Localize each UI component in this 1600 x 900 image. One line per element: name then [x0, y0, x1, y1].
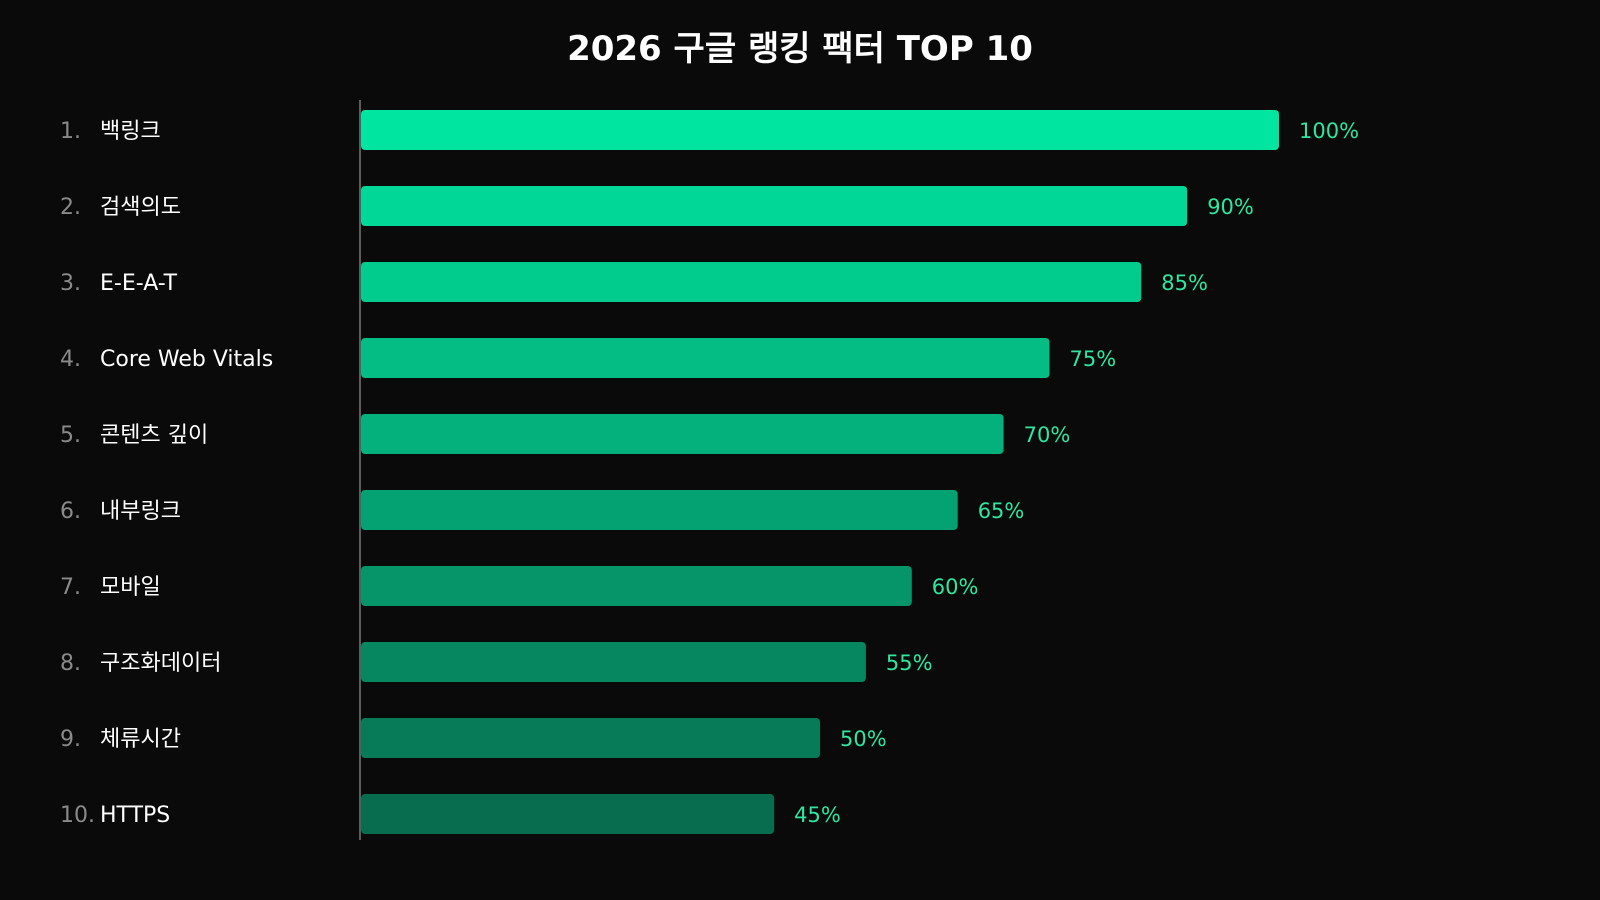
category-label: 내부링크 [100, 499, 181, 524]
rank-number: 6. [60, 499, 81, 524]
category-label: 검색의도 [100, 195, 181, 220]
value-label: 85% [1161, 271, 1208, 295]
value-label: 100% [1299, 119, 1359, 143]
bar [361, 642, 866, 682]
chart-title: 2026 구글 랭킹 팩터 TOP 10 [567, 29, 1033, 69]
rank-number: 7. [60, 575, 81, 600]
category-label: 모바일 [100, 575, 161, 600]
rank-number: 8. [60, 651, 81, 676]
value-label: 60% [932, 575, 979, 599]
category-label: 백링크 [100, 119, 161, 144]
value-label: 75% [1070, 347, 1117, 371]
rank-number: 4. [60, 347, 81, 372]
rank-number: 5. [60, 423, 81, 448]
category-label: 콘텐츠 깊이 [100, 423, 208, 448]
value-label: 45% [794, 803, 841, 827]
rank-number: 9. [60, 727, 81, 752]
rank-number: 3. [60, 271, 81, 296]
rank-number: 10. [60, 803, 95, 828]
bar-rows: 1. 백링크 100% 2. 검색의도 90% 3. E-E-A-T 85% 4. Core Web… [60, 110, 1359, 834]
rank-number: 1. [60, 119, 81, 144]
bar [361, 794, 775, 834]
bar [361, 490, 958, 530]
category-label: E-E-A-T [100, 271, 178, 296]
category-label: Core Web Vitals [100, 347, 273, 372]
value-label: 90% [1207, 195, 1254, 219]
category-label: 체류시간 [100, 727, 181, 752]
bar [361, 718, 820, 758]
bar [361, 186, 1188, 226]
value-label: 50% [840, 727, 887, 751]
value-label: 65% [978, 499, 1025, 523]
rank-number: 2. [60, 195, 81, 220]
value-label: 55% [886, 651, 933, 675]
category-label: 구조화데이터 [100, 651, 221, 676]
bar [361, 566, 912, 606]
bar [361, 414, 1004, 454]
value-label: 70% [1024, 423, 1071, 447]
bar [361, 338, 1050, 378]
bar [361, 262, 1142, 302]
category-label: HTTPS [100, 803, 170, 828]
bar [361, 110, 1279, 150]
